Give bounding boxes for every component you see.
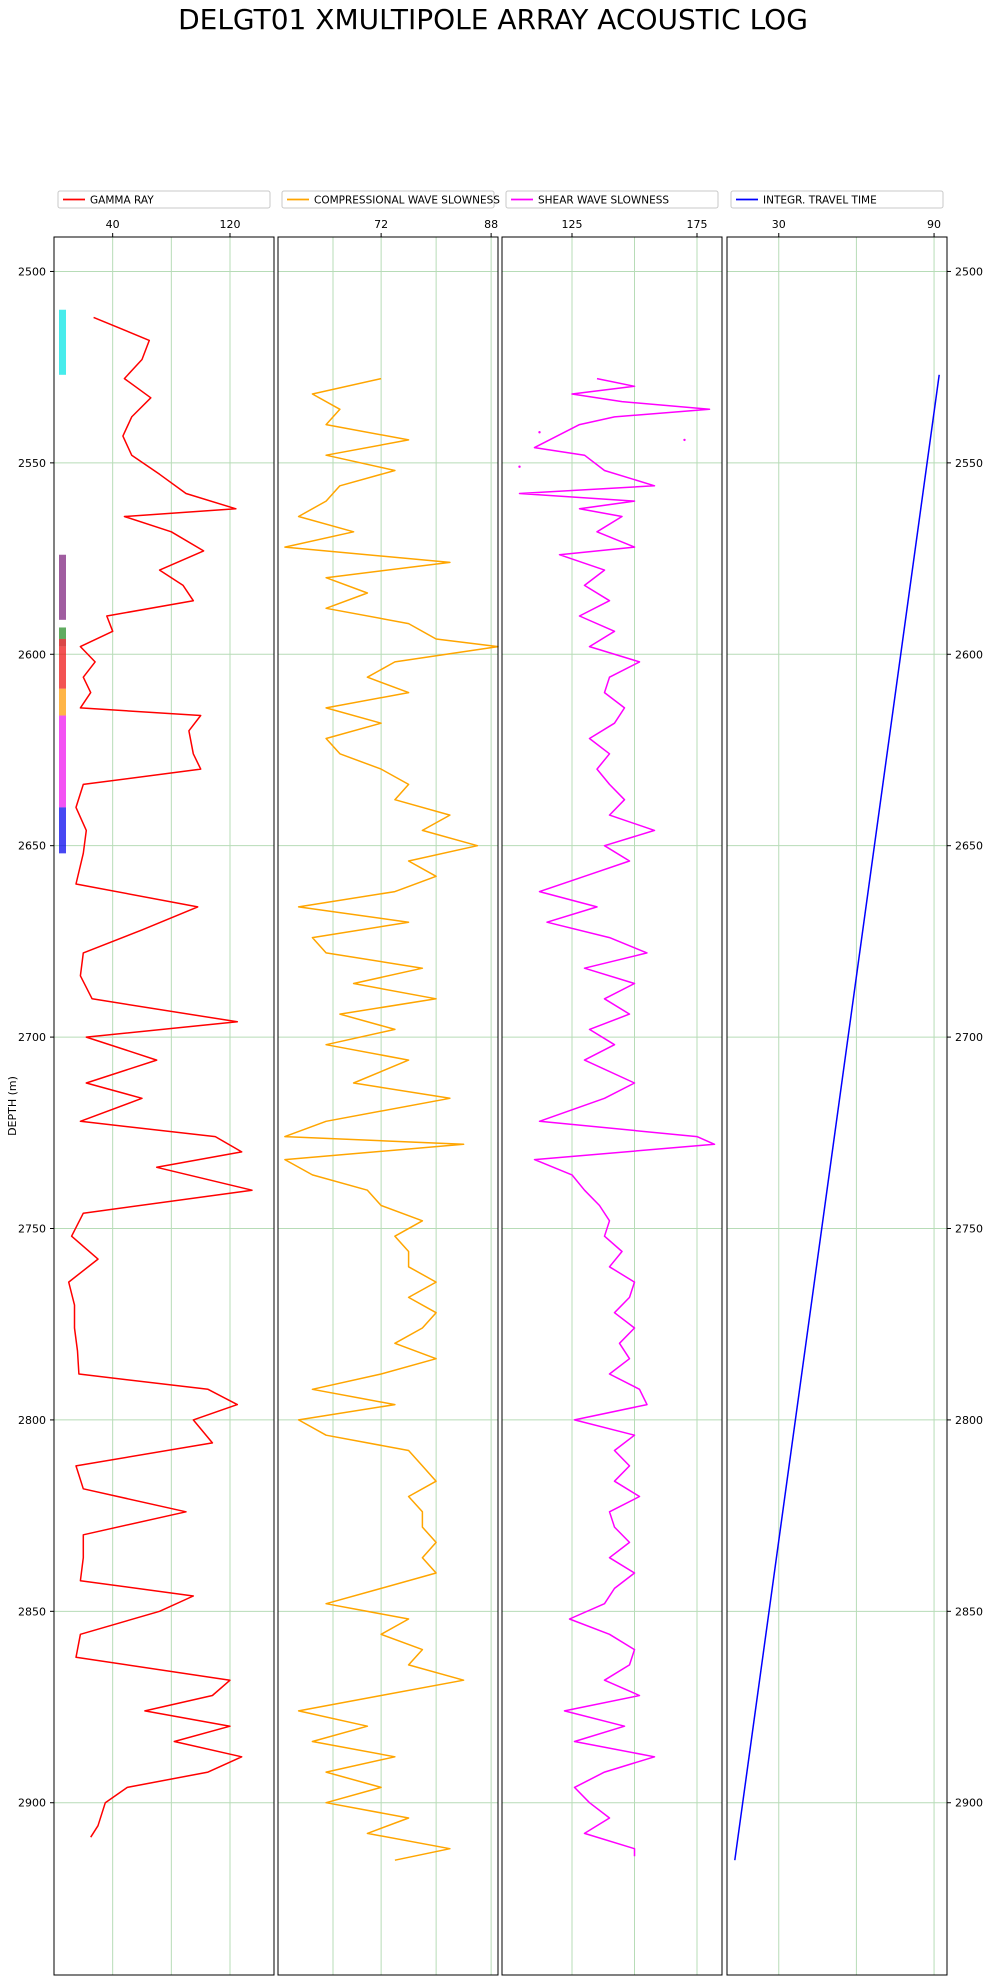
dts-tick-label-1: 175	[687, 218, 708, 231]
marker-block-7	[59, 807, 66, 854]
dtc-legend-box	[281, 190, 495, 209]
track-frames	[53, 236, 948, 1976]
depth-tick-right-0: 2500	[955, 265, 983, 278]
itt-curve	[734, 374, 940, 1861]
dts-legend-label: SHEAR WAVE SLOWNESS	[538, 195, 669, 207]
marker-block-2	[59, 627, 66, 639]
dtc-frame	[277, 236, 499, 1976]
itt-legend-box	[730, 190, 944, 209]
dts-legend-box	[505, 190, 719, 209]
gr-tick-label-0: 40	[106, 218, 120, 231]
depth-tick-right-2: 2600	[955, 648, 983, 661]
dts-frame	[501, 236, 723, 1976]
marker-block-5	[59, 688, 66, 716]
marker-blocks	[59, 309, 66, 854]
gr-frame	[53, 236, 275, 1976]
depth-tick-right-5: 2750	[955, 1223, 983, 1236]
itt-legend-label: INTEGR. TRAVEL TIME	[763, 195, 877, 207]
dts-extra-point-2	[683, 438, 686, 442]
marker-block-4	[59, 646, 66, 689]
depth-tick-left-2: 2600	[18, 648, 46, 661]
dts-tick-label-0: 125	[562, 218, 583, 231]
grid-layer	[54, 237, 947, 1975]
depth-tick-right-1: 2550	[955, 457, 983, 470]
gr-curve	[67, 316, 253, 1838]
dtc-tick-label-0: 72	[374, 218, 388, 231]
marker-block-0	[59, 309, 66, 375]
dts-curve	[518, 377, 716, 1857]
depth-tick-left-3: 2650	[18, 840, 46, 853]
marker-block-6	[59, 715, 66, 808]
depth-tick-left-0: 2500	[18, 265, 46, 278]
depth-tick-right-3: 2650	[955, 840, 983, 853]
depth-tick-left-6: 2800	[18, 1414, 46, 1427]
depth-tick-left-1: 2550	[18, 457, 46, 470]
depth-tick-left-8: 2900	[18, 1797, 46, 1810]
legends: GAMMA RAY COMPRESSIONAL WAVE SLOWNESS SHEA…	[57, 190, 944, 209]
chart-title: DELGT01 XMULTIPOLE ARRAY ACOUSTIC LOG	[178, 3, 808, 36]
depth-tick-right-7: 2850	[955, 1605, 983, 1618]
dts-extra-point-1	[538, 431, 541, 434]
marker-block-3	[59, 638, 66, 647]
y-axis-label: DEPTH (m)	[6, 1076, 19, 1136]
gr-legend-box	[57, 190, 271, 209]
dts-extra-point-0	[518, 465, 521, 468]
gr-tick-label-1: 120	[220, 218, 241, 231]
itt-tick-label-0: 30	[772, 218, 786, 231]
marker-block-1	[59, 554, 66, 620]
depth-tick-right-4: 2700	[955, 1031, 983, 1044]
gr-legend-label: GAMMA RAY	[90, 195, 154, 207]
dtc-curve	[284, 377, 499, 1861]
depth-tick-left-4: 2700	[18, 1031, 46, 1044]
depth-tick-left-7: 2850	[18, 1605, 46, 1618]
depth-tick-right-6: 2800	[955, 1414, 983, 1427]
depth-tick-right-8: 2900	[955, 1797, 983, 1810]
itt-frame	[726, 236, 948, 1976]
curves-layer	[67, 316, 940, 1861]
itt-tick-label-1: 90	[927, 218, 941, 231]
depth-tick-left-5: 2750	[18, 1223, 46, 1236]
tick-labels: 40 120 72 88 125 175 30 90 2500 2500 2550 2550 2600 2…	[18, 218, 983, 1810]
dtc-tick-label-1: 88	[484, 218, 498, 231]
dtc-legend-label: COMPRESSIONAL WAVE SLOWNESS	[314, 195, 500, 207]
